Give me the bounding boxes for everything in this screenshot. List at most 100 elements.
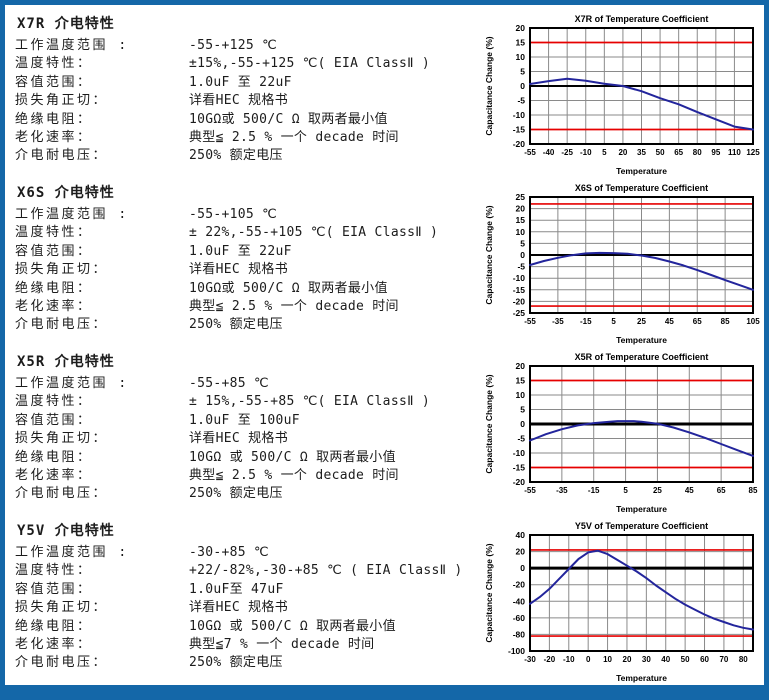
- svg-text:95: 95: [711, 148, 720, 157]
- svg-text:60: 60: [700, 655, 709, 664]
- svg-text:45: 45: [665, 317, 674, 326]
- spec-row: 容值范围： 1.0uF 至 100uF: [15, 412, 483, 430]
- spec-table-x7r: X7R 介电特性 工作温度范围 : -55-+125 ℃ 温度特性： ±15%,-5…: [15, 10, 483, 179]
- spec-label: 老化速率：: [15, 637, 93, 653]
- spec-table-x5r: X5R 介电特性 工作温度范围 : -55-+85 ℃ 温度特性： ± 15%,-5…: [15, 348, 483, 517]
- svg-text:X7R of Temperature Coefficient: X7R of Temperature Coefficient: [575, 14, 709, 24]
- svg-text:0: 0: [586, 655, 591, 664]
- svg-text:0: 0: [520, 563, 525, 573]
- svg-text:50: 50: [656, 148, 665, 157]
- spec-label: 老化速率：: [15, 130, 93, 146]
- y5v-temperature-coefficient-chart: -30 -20 -10 0 10 20 30 40 50 60 70 80 -100 -80 -60 -40-…: [483, 518, 761, 684]
- x5r-temperature-coefficient-chart: -55 -35 -15 5 25 45 65 85 -20 -15 -10 -5 0 5 10 15 20 X5R…: [483, 349, 761, 515]
- spec-row: 绝缘电阻： 10GΩ或 500/C Ω 取两者最小值: [15, 280, 483, 298]
- spec-label: 老化速率：: [15, 299, 93, 315]
- svg-text:-5: -5: [517, 434, 525, 444]
- svg-text:-15: -15: [513, 285, 526, 295]
- svg-text:-30: -30: [524, 655, 536, 664]
- spec-value: -30-+85 ℃: [189, 545, 269, 560]
- svg-text:-10: -10: [513, 273, 526, 283]
- spec-label: 工作温度范围 :: [15, 376, 129, 391]
- spec-value: 10GΩ 或 500/C Ω 取两者最小值: [189, 449, 396, 465]
- svg-text:-100: -100: [508, 646, 525, 656]
- svg-text:-15: -15: [513, 125, 526, 135]
- svg-text:20: 20: [623, 655, 632, 664]
- svg-text:0: 0: [520, 419, 525, 429]
- svg-text:40: 40: [661, 655, 670, 664]
- spec-value: 1.0uF至 47uF: [189, 581, 284, 597]
- svg-text:15: 15: [516, 215, 526, 225]
- svg-text:10: 10: [516, 390, 526, 400]
- spec-label: 容值范围：: [15, 412, 93, 428]
- svg-text:-55: -55: [524, 317, 536, 326]
- svg-text:-55: -55: [524, 486, 536, 495]
- spec-value: 10GΩ 或 500/C Ω 取两者最小值: [189, 618, 396, 634]
- svg-text:20: 20: [516, 547, 526, 557]
- spec-value: -55-+125 ℃: [189, 38, 278, 53]
- spec-label: 介电耐电压：: [15, 486, 109, 502]
- spec-row: 损失角正切： 详看HEC 规格书: [15, 261, 483, 279]
- svg-text:-40: -40: [543, 148, 555, 157]
- svg-text:25: 25: [516, 192, 526, 202]
- spec-value: 典型≦ 2.5 % 一个 decade 时间: [189, 299, 399, 315]
- svg-text:Capacitance Change (%): Capacitance Change (%): [484, 374, 494, 473]
- svg-text:-35: -35: [556, 486, 568, 495]
- svg-text:-10: -10: [563, 655, 575, 664]
- spec-row: 老化速率： 典型≦ 2.5 % 一个 decade 时间: [15, 298, 483, 316]
- spec-row: 介电耐电压： 250% 额定电压: [15, 316, 483, 334]
- svg-text:-15: -15: [588, 486, 600, 495]
- spec-label: 介电耐电压：: [15, 317, 109, 333]
- spec-row: 绝缘电阻： 10GΩ 或 500/C Ω 取两者最小值: [15, 449, 483, 467]
- spec-row: 介电耐电压： 250% 额定电压: [15, 485, 483, 503]
- spec-label: 容值范围：: [15, 243, 93, 259]
- svg-text:35: 35: [637, 148, 646, 157]
- spec-value: 10GΩ或 500/C Ω 取两者最小值: [189, 280, 388, 296]
- svg-text:85: 85: [721, 317, 730, 326]
- section-x5r: X5R 介电特性 工作温度范围 : -55-+85 ℃ 温度特性： ± 15%,-5…: [15, 348, 764, 517]
- svg-text:20: 20: [516, 23, 526, 33]
- svg-text:-25: -25: [561, 148, 573, 157]
- spec-value: 典型≦ 2.5 % 一个 decade 时间: [189, 130, 399, 146]
- svg-text:5: 5: [602, 148, 607, 157]
- spec-value: 250% 额定电压: [189, 148, 283, 164]
- spec-value: 250% 额定电压: [189, 655, 283, 671]
- spec-label: 老化速率：: [15, 468, 93, 484]
- svg-text:25: 25: [653, 486, 662, 495]
- spec-row: 绝缘电阻： 10GΩ或 500/C Ω 取两者最小值: [15, 111, 483, 129]
- spec-value: -55-+85 ℃: [189, 376, 269, 391]
- svg-text:20: 20: [516, 204, 526, 214]
- spec-label: 损失角正切：: [15, 431, 109, 447]
- spec-label: 温度特性：: [15, 394, 93, 410]
- section-y5v: Y5V 介电特性 工作温度范围 : -30-+85 ℃ 温度特性： +22/-82%…: [15, 517, 764, 685]
- svg-text:80: 80: [693, 148, 702, 157]
- svg-text:5: 5: [611, 317, 616, 326]
- svg-text:5: 5: [623, 486, 628, 495]
- svg-text:65: 65: [674, 148, 683, 157]
- svg-text:5: 5: [520, 238, 525, 248]
- spec-label: 介电耐电压：: [15, 148, 109, 164]
- spec-row: 容值范围： 1.0uF 至 22uF: [15, 243, 483, 261]
- svg-text:-20: -20: [513, 477, 526, 487]
- section-x6s: X6S 介电特性 工作温度范围 : -55-+105 ℃ 温度特性： ± 22%,-…: [15, 179, 764, 348]
- svg-text:-5: -5: [517, 96, 525, 106]
- svg-text:25: 25: [637, 317, 646, 326]
- svg-text:-10: -10: [513, 110, 526, 120]
- section-title-x6s: X6S 介电特性: [17, 185, 115, 201]
- svg-text:45: 45: [685, 486, 694, 495]
- spec-value: 详看HEC 规格书: [189, 600, 289, 616]
- spec-value: ±15%,-55-+125 ℃( EIA ClassⅡ ): [189, 56, 431, 72]
- svg-text:-20: -20: [513, 580, 526, 590]
- spec-row: 损失角正切： 详看HEC 规格书: [15, 92, 483, 110]
- spec-value: 详看HEC 规格书: [189, 262, 289, 278]
- spec-label: 容值范围：: [15, 74, 93, 90]
- svg-text:-10: -10: [513, 448, 526, 458]
- svg-text:-40: -40: [513, 596, 526, 606]
- svg-text:-20: -20: [513, 296, 526, 306]
- spec-value: 10GΩ或 500/C Ω 取两者最小值: [189, 111, 388, 127]
- spec-row: 温度特性： ± 22%,-55-+105 ℃( EIA ClassⅡ ): [15, 224, 483, 242]
- spec-row: 工作温度范围 : -55-+105 ℃: [15, 206, 483, 224]
- section-title-y5v: Y5V 介电特性: [17, 523, 115, 539]
- svg-text:105: 105: [746, 317, 760, 326]
- spec-label: 绝缘电阻：: [15, 280, 93, 296]
